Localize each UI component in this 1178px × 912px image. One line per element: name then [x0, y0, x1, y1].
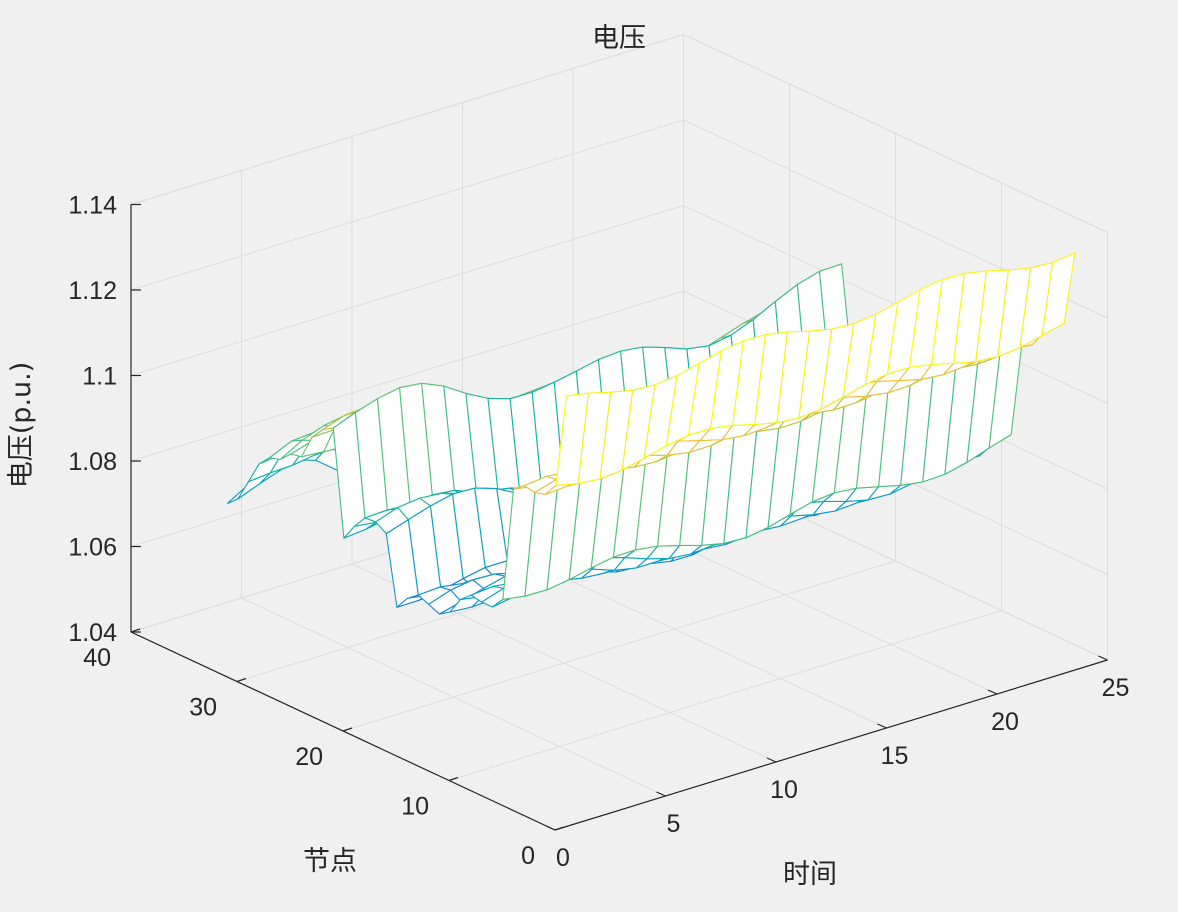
x-axis-label: 时间 — [783, 859, 837, 890]
y-tick-label: 20 — [295, 743, 323, 771]
x-tick-label: 10 — [770, 776, 798, 804]
z-tick-label: 1.06 — [68, 534, 117, 562]
y-tick — [236, 677, 247, 683]
axes — [130, 203, 1108, 831]
x-tick — [656, 791, 666, 797]
x-tick — [877, 723, 887, 729]
y-tick — [448, 776, 459, 782]
floor-grid-line — [342, 560, 896, 732]
x-tick-label: 20 — [991, 708, 1019, 736]
floor-grid-line — [448, 610, 1002, 781]
z-tick-label: 1.12 — [68, 277, 117, 305]
box-edge — [683, 34, 1108, 233]
surface-mesh — [226, 252, 1076, 615]
z-tick-label: 1.14 — [68, 192, 117, 220]
x-tick-label: 0 — [556, 844, 570, 872]
box-edge — [130, 34, 684, 205]
x-tick-label: 25 — [1102, 674, 1130, 702]
x-tick — [987, 689, 998, 695]
tick-labels: 0 5 10 15 20 25 0 10 20 30 401.04 1.06 1.08 1.1 1.12 1.… — [68, 192, 1129, 873]
back-wall-grid-line — [130, 119, 684, 291]
y-axis-label: 节点 — [303, 846, 357, 877]
x-tick-label: 5 — [667, 810, 681, 838]
y-tick-label: 10 — [401, 793, 429, 821]
x-axis-line — [554, 659, 1108, 831]
z-tick-label: 1.1 — [82, 363, 117, 391]
y-tick — [554, 826, 565, 831]
y-tick-label: 0 — [521, 842, 535, 870]
y-tick-label: 40 — [83, 644, 111, 672]
surface-cell — [1041, 252, 1076, 337]
z-axis-label: 电压(p.u.) — [6, 362, 37, 488]
z-tick-label: 1.04 — [68, 619, 117, 647]
x-tick — [766, 757, 777, 763]
y-tick — [342, 727, 353, 732]
x-tick-label: 15 — [881, 742, 909, 770]
x-tick — [1098, 655, 1108, 661]
z-tick-label: 1.08 — [68, 448, 117, 476]
back-wall-grid-line — [130, 205, 684, 376]
back-wall-grid-line — [130, 290, 684, 462]
y-tick-label: 30 — [189, 694, 217, 722]
x-tick — [545, 825, 556, 831]
chart-title: 电压 — [592, 23, 646, 54]
